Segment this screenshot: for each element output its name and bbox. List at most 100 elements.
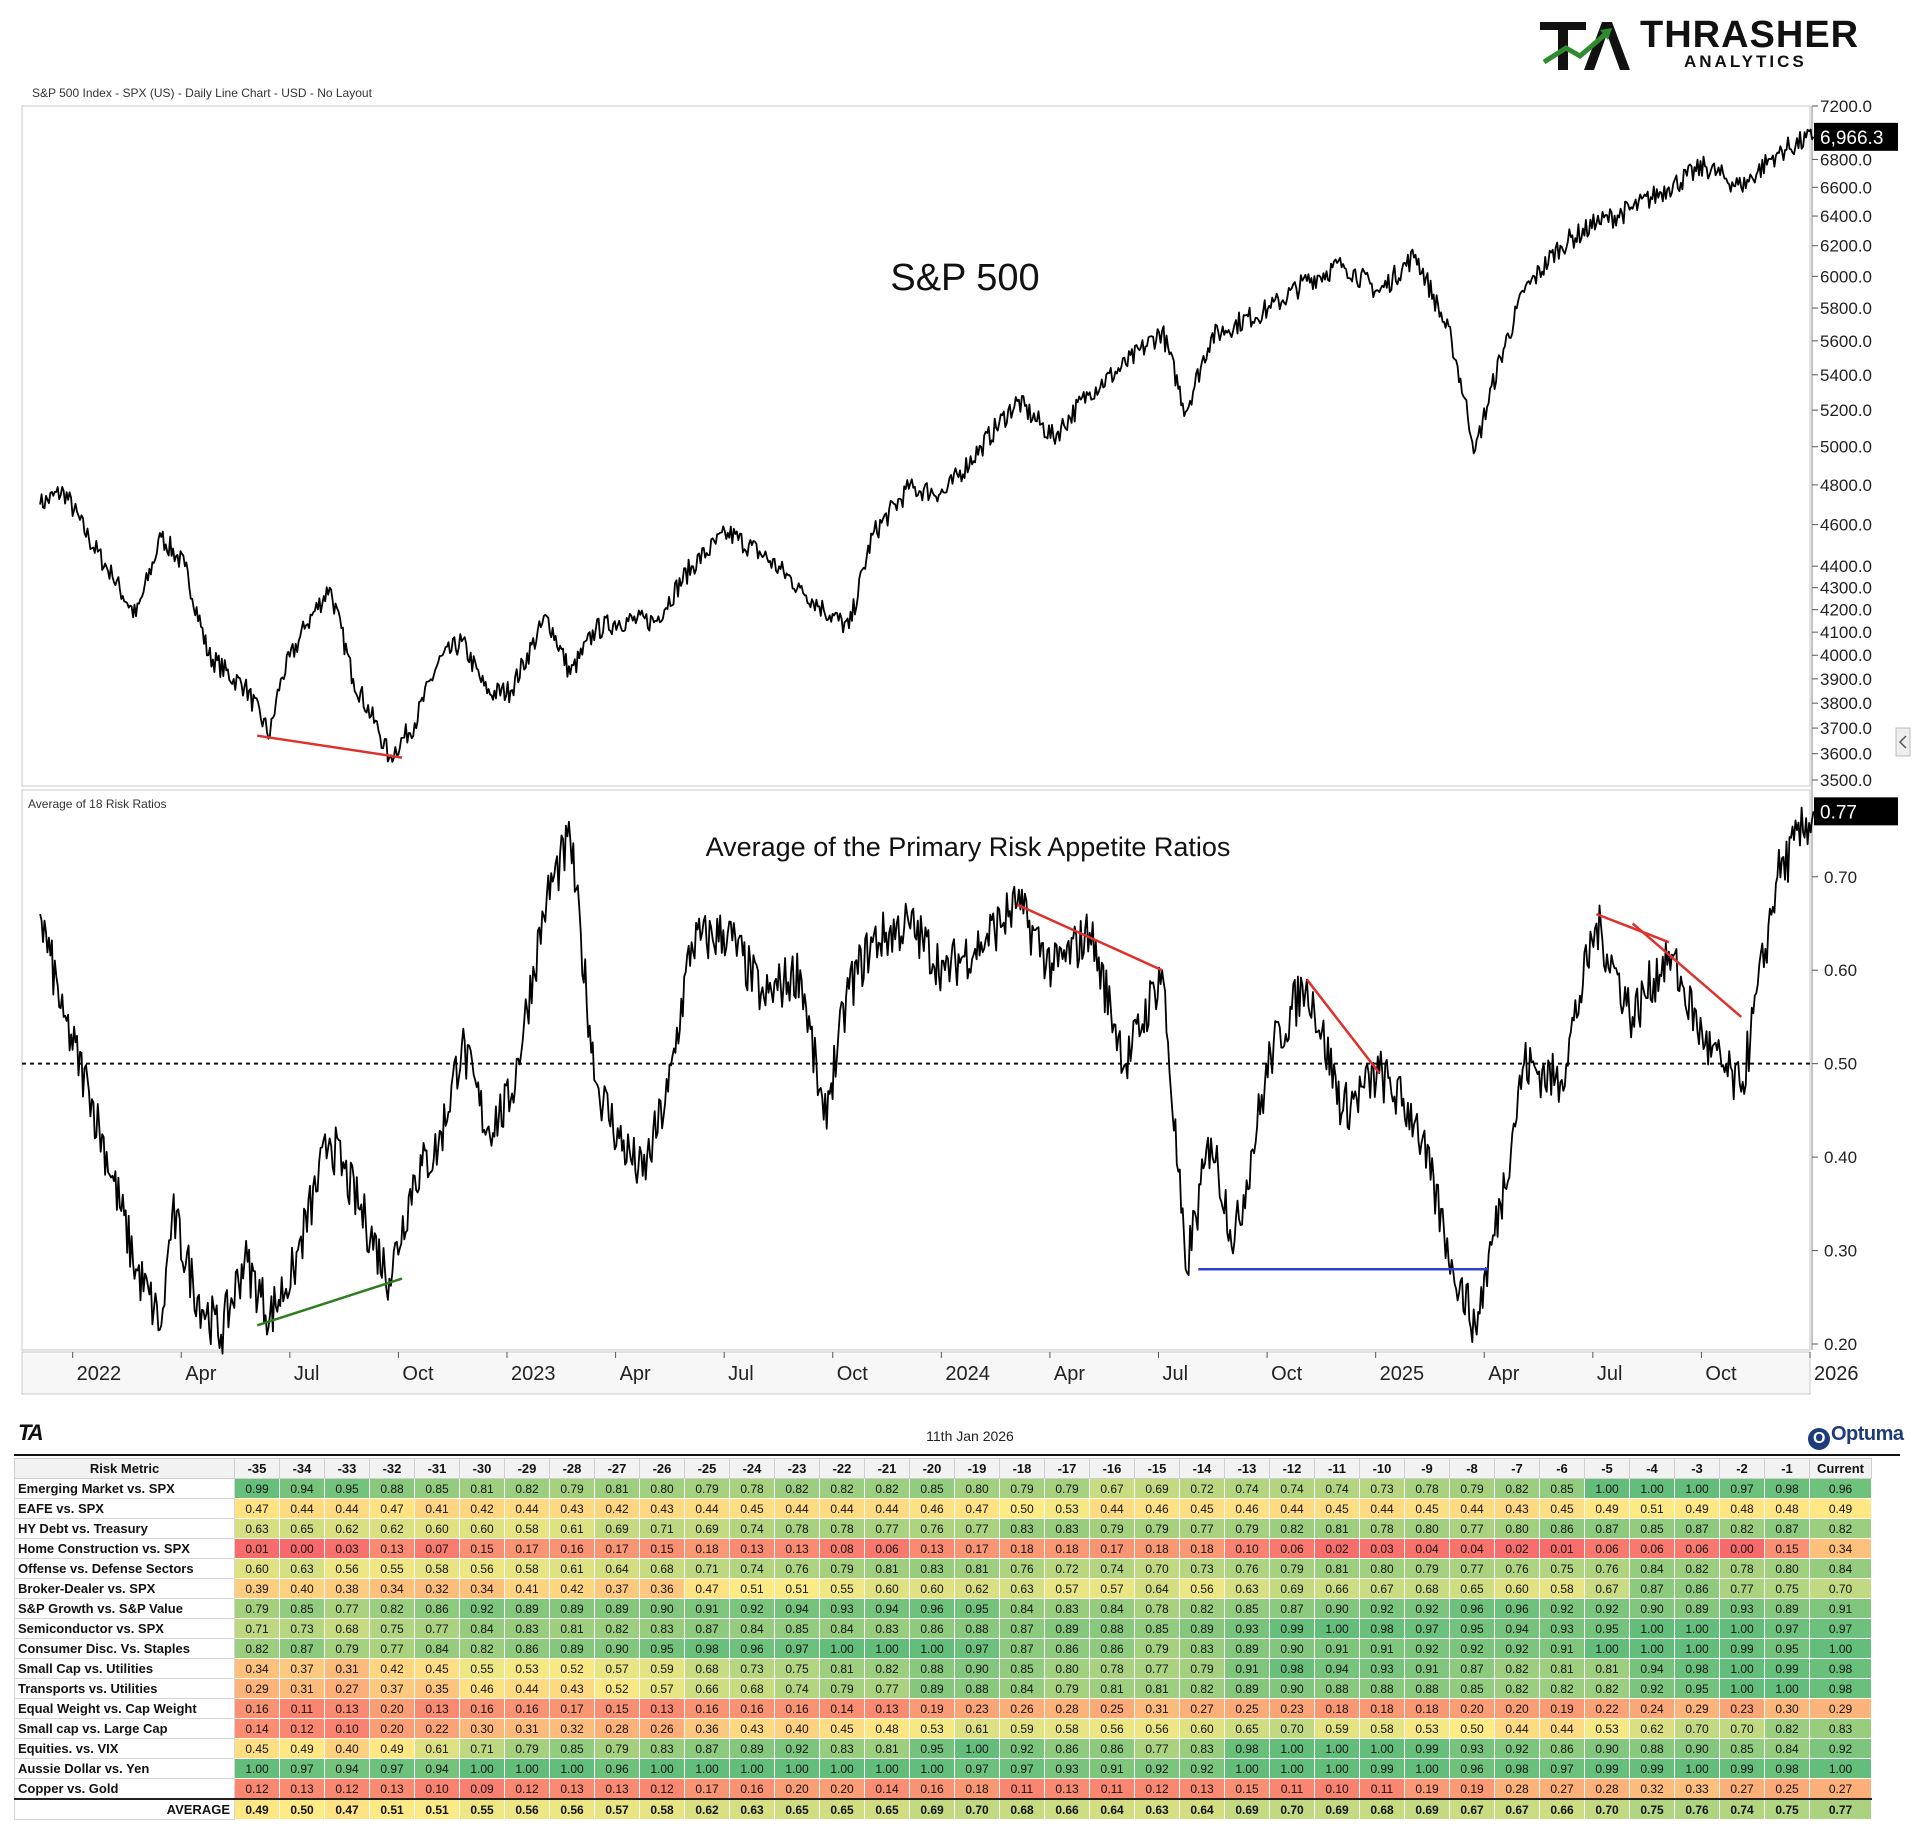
x-tick-label: Oct [1705, 1363, 1737, 1385]
heat-cell: 0.32 [549, 1718, 595, 1739]
heat-cell: 0.15 [639, 1538, 685, 1559]
heat-cell: 0.77 [954, 1518, 1000, 1539]
heat-cell: 0.79 [324, 1638, 370, 1659]
heat-cell: 0.43 [639, 1498, 685, 1519]
heat-cell: 1.00 [1269, 1738, 1315, 1759]
sp500-line [39, 128, 1815, 763]
heat-cell: 0.63 [1224, 1578, 1270, 1599]
heat-cell: 0.44 [1269, 1498, 1315, 1519]
heat-cell: 1.00 [774, 1758, 820, 1779]
heat-cell: 0.48 [864, 1718, 910, 1739]
heat-cell: 0.89 [594, 1598, 640, 1619]
heat-cell: 0.02 [1314, 1538, 1360, 1559]
heat-cell: 0.85 [1539, 1478, 1585, 1499]
heat-cell: 0.78 [1089, 1658, 1135, 1679]
heat-cell: 0.34 [369, 1578, 415, 1599]
heat-cell: 0.81 [1314, 1558, 1360, 1579]
heat-cell: 0.59 [639, 1658, 685, 1679]
heat-cell: 0.89 [1179, 1618, 1225, 1639]
heat-cell: 0.68 [1404, 1578, 1450, 1599]
heat-cell: 0.99 [1719, 1758, 1765, 1779]
heat-cell: 0.07 [414, 1538, 460, 1559]
chevron-left-icon[interactable] [1898, 735, 1907, 749]
heat-cell: 0.75 [1629, 1798, 1675, 1820]
sp500-y-tick-label: 6000.0 [1820, 267, 1872, 286]
heat-cell: 0.64 [1134, 1578, 1180, 1599]
heat-cell: 0.51 [414, 1798, 460, 1820]
heat-cell: 0.94 [324, 1758, 370, 1779]
x-tick-label: Jul [1597, 1363, 1623, 1385]
column-header: -22 [819, 1458, 865, 1479]
risk-ratio-line [39, 806, 1815, 1355]
heat-cell: 0.86 [1089, 1738, 1135, 1759]
heat-cell: 0.13 [639, 1698, 685, 1719]
heat-cell: 0.91 [1359, 1638, 1405, 1659]
risk-title: Average of the Primary Risk Appetite Rat… [706, 832, 1231, 862]
heat-cell: 0.16 [234, 1698, 280, 1719]
footer-ta-mark: TA [18, 1420, 44, 1445]
heat-cell: 0.79 [1044, 1678, 1090, 1699]
risk-trendline [1305, 978, 1381, 1074]
heat-cell: 0.93 [819, 1598, 865, 1619]
heat-cell: 0.47 [684, 1578, 730, 1599]
heat-cell: 0.62 [684, 1798, 730, 1820]
heat-cell: 0.80 [639, 1478, 685, 1499]
heat-cell: 0.45 [1179, 1498, 1225, 1519]
heat-cell: 0.18 [1179, 1538, 1225, 1559]
column-header: -14 [1179, 1458, 1225, 1479]
heat-cell: 0.79 [504, 1738, 550, 1759]
heat-cell: 0.89 [1764, 1598, 1810, 1619]
heat-cell: 0.77 [1449, 1518, 1495, 1539]
risk-y-tick-label: 0.50 [1824, 1055, 1857, 1074]
sp500-plot-frame [21, 105, 1811, 787]
heat-cell: 0.45 [414, 1658, 460, 1679]
heat-cell: 0.84 [999, 1678, 1045, 1699]
heat-cell: 0.65 [1449, 1578, 1495, 1599]
heat-cell: 0.91 [1809, 1598, 1872, 1619]
heat-cell: 0.68 [324, 1618, 370, 1639]
heat-cell: 0.01 [1539, 1538, 1585, 1559]
heat-cell: 0.86 [909, 1618, 955, 1639]
heat-cell: 0.27 [1809, 1778, 1872, 1800]
heat-cell: 0.78 [1134, 1598, 1180, 1619]
heat-cell: 0.65 [1224, 1718, 1270, 1739]
heat-cell: 0.80 [1404, 1518, 1450, 1539]
heat-cell: 0.22 [414, 1718, 460, 1739]
heat-cell: 0.03 [324, 1538, 370, 1559]
heat-cell: 0.43 [549, 1678, 595, 1699]
column-header: -26 [639, 1458, 685, 1479]
heat-cell: 0.96 [729, 1638, 775, 1659]
heat-cell: 0.47 [234, 1498, 280, 1519]
heat-cell: 0.08 [819, 1538, 865, 1559]
logo-name: THRASHER [1640, 14, 1860, 56]
heat-cell: 0.46 [1134, 1498, 1180, 1519]
heat-cell: 0.59 [999, 1718, 1045, 1739]
heat-cell: 0.58 [1044, 1718, 1090, 1739]
heat-cell: 0.44 [1449, 1498, 1495, 1519]
heat-cell: 0.85 [1719, 1738, 1765, 1759]
heat-cell: 0.45 [819, 1718, 865, 1739]
column-header-metric: Risk Metric [14, 1458, 235, 1479]
heat-cell: 0.42 [594, 1498, 640, 1519]
heat-cell: 0.92 [459, 1598, 505, 1619]
heat-cell: 0.49 [279, 1738, 325, 1759]
heat-cell: 0.83 [639, 1738, 685, 1759]
heat-cell: 0.80 [1359, 1558, 1405, 1579]
heat-cell: 0.59 [1314, 1718, 1360, 1739]
heat-cell: 0.98 [1224, 1738, 1270, 1759]
collapse-tab[interactable] [1895, 727, 1911, 757]
heat-cell: 0.66 [1539, 1798, 1585, 1820]
heat-cell: 0.10 [1314, 1778, 1360, 1800]
heat-cell: 0.51 [369, 1798, 415, 1820]
heat-cell: 1.00 [1674, 1758, 1720, 1779]
table-row: Offense vs. Defense Sectors 0.60 0.63 0.56 0… [14, 1558, 1872, 1579]
heat-cell: 0.92 [1404, 1638, 1450, 1659]
heat-cell: 0.85 [414, 1478, 460, 1499]
heat-cell: 0.13 [414, 1698, 460, 1719]
heat-cell: 0.41 [504, 1578, 550, 1599]
risk-trendline [1631, 922, 1743, 1018]
heat-cell: 1.00 [1224, 1758, 1270, 1779]
heat-cell: 0.85 [549, 1738, 595, 1759]
heat-cell: 0.79 [999, 1478, 1045, 1499]
optuma-brand-name: Optuma [1831, 1423, 1904, 1445]
